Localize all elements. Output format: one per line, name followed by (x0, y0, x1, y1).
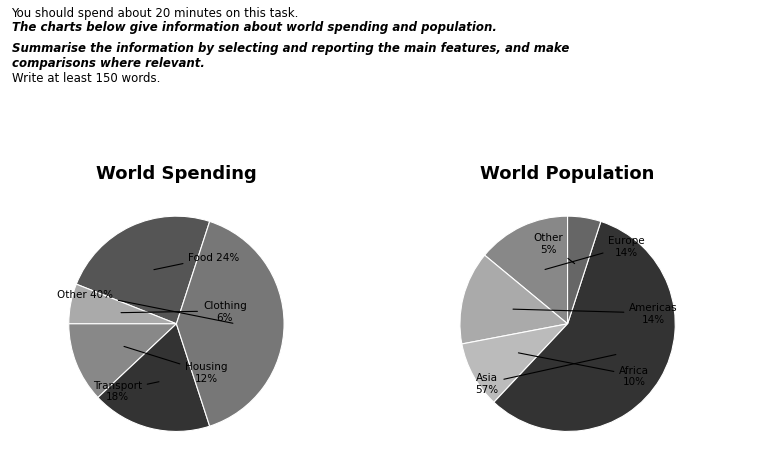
Text: Summarise the information by selecting and reporting the main features, and make: Summarise the information by selecting a… (12, 42, 569, 69)
Wedge shape (485, 217, 568, 324)
Wedge shape (176, 222, 284, 426)
Wedge shape (69, 324, 176, 398)
Text: Clothing
6%: Clothing 6% (121, 300, 247, 322)
Text: You should spend about 20 minutes on this task.: You should spend about 20 minutes on thi… (12, 7, 299, 20)
Title: World Spending: World Spending (96, 165, 257, 183)
Text: Europe
14%: Europe 14% (545, 236, 645, 270)
Wedge shape (98, 324, 209, 432)
Text: Housing
12%: Housing 12% (124, 347, 228, 383)
Wedge shape (77, 217, 209, 324)
Wedge shape (494, 222, 675, 432)
Text: Asia
57%: Asia 57% (476, 355, 616, 394)
Text: Africa
10%: Africa 10% (518, 353, 650, 387)
Text: The charts below give information about world spending and population.: The charts below give information about … (12, 21, 496, 34)
Wedge shape (69, 285, 176, 324)
Title: World Population: World Population (480, 165, 655, 183)
Text: Write at least 150 words.: Write at least 150 words. (12, 72, 160, 85)
Text: Other
5%: Other 5% (533, 233, 574, 264)
Text: Transport
18%: Transport 18% (93, 380, 159, 401)
Wedge shape (460, 256, 568, 344)
Text: Other 40%: Other 40% (57, 289, 233, 324)
Wedge shape (462, 324, 568, 402)
Text: Americas
14%: Americas 14% (513, 303, 678, 324)
Wedge shape (568, 217, 601, 324)
Text: Food 24%: Food 24% (154, 252, 240, 270)
